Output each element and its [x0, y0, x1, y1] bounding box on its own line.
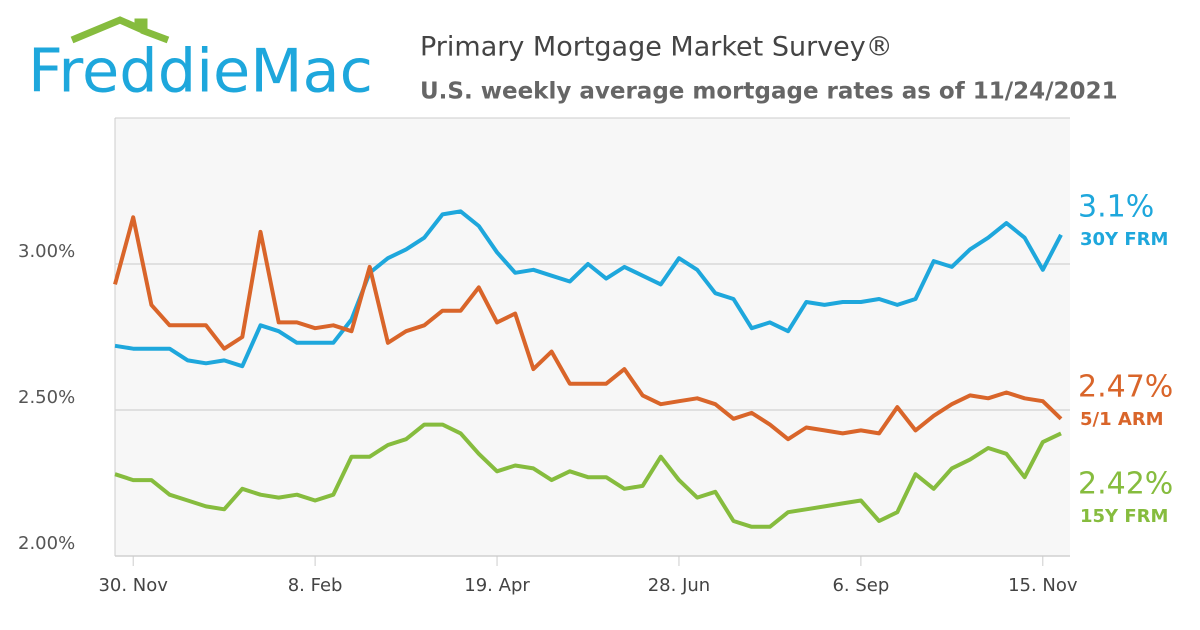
end-value-label: 2.42% — [1078, 467, 1173, 502]
chart-subtitle: U.S. weekly average mortgage rates as of… — [420, 79, 1118, 105]
end-value-label: 2.47% — [1078, 370, 1173, 405]
legend-label: 30Y FRM — [1080, 229, 1168, 250]
end-value-label: 3.1% — [1078, 190, 1154, 225]
x-tick-label: 28. Jun — [648, 575, 710, 596]
y-tick-label: 2.00% — [18, 533, 75, 554]
series-line — [114, 422, 1062, 529]
chart-title: Primary Mortgage Market Survey® — [420, 32, 893, 63]
series-line — [114, 209, 1063, 369]
plot-area — [115, 118, 1070, 556]
legend-label: 5/1 ARM — [1080, 409, 1164, 430]
legend-label: 15Y FRM — [1080, 506, 1168, 527]
x-tick-label: 6. Sep — [832, 575, 889, 596]
logo: FreddieMac — [28, 37, 373, 107]
x-tick-label: 19. Apr — [464, 575, 530, 596]
y-tick-label: 2.50% — [18, 387, 75, 408]
x-tick-label: 30. Nov — [98, 575, 168, 596]
logo-roof — [70, 16, 170, 44]
series-line — [113, 215, 1063, 442]
x-tick-label: 15. Nov — [1008, 575, 1078, 596]
x-tick-label: 8. Feb — [288, 575, 343, 596]
y-tick-label: 3.00% — [18, 241, 75, 262]
